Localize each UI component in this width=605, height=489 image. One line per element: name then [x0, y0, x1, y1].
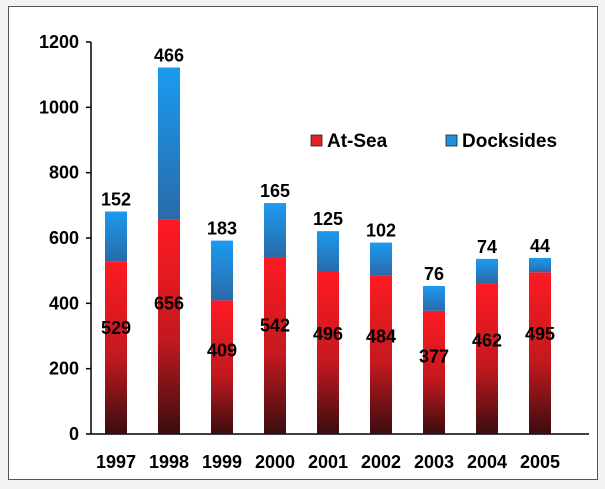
x-tick-label: 1998	[149, 452, 189, 472]
bar-docksides-2003	[423, 286, 445, 311]
bar-docksides-1997	[105, 211, 127, 262]
data-label-at-sea: 377	[419, 347, 449, 367]
data-label-docksides: 183	[207, 219, 237, 239]
legend-label-at-sea: At-Sea	[327, 131, 388, 152]
data-label-at-sea: 542	[260, 315, 290, 335]
legend-label-docksides: Docksides	[462, 131, 557, 152]
data-label-at-sea: 484	[366, 326, 396, 346]
bar-docksides-2001	[317, 231, 339, 272]
data-label-docksides: 76	[424, 264, 444, 284]
data-labels: 529 152 656 466 409 183 542 165 496 125 484 102 377 7…	[101, 45, 555, 366]
x-tick-label: 2003	[414, 452, 454, 472]
legend-swatch-at-sea	[310, 134, 323, 147]
bar-at-sea-2000	[264, 256, 286, 434]
data-label-at-sea: 529	[101, 318, 131, 338]
data-label-docksides: 152	[101, 190, 131, 210]
y-tick-label: 800	[49, 163, 79, 183]
chart-frame: 0 200 400 600 800 1000 1200 1997 1998 1999 2000 20…	[8, 6, 598, 480]
bar-docksides-2004	[476, 258, 498, 284]
x-axis: 1997 1998 1999 2000 2001 2002 2003 2004 2005	[91, 433, 589, 472]
bar-at-sea-1998	[158, 219, 180, 434]
bar-docksides-2005	[529, 257, 551, 273]
bar-docksides-1998	[158, 67, 180, 220]
x-tick-label: 2001	[308, 452, 348, 472]
y-tick-label: 1000	[39, 97, 79, 117]
data-label-docksides: 44	[530, 236, 550, 256]
data-label-at-sea: 495	[525, 324, 555, 344]
y-tick-label: 0	[69, 424, 79, 444]
data-label-docksides: 74	[477, 237, 497, 257]
bar-at-sea-2003	[423, 310, 445, 434]
bar-at-sea-2001	[317, 271, 339, 434]
data-label-at-sea: 656	[154, 294, 184, 314]
bar-at-sea-2004	[476, 283, 498, 434]
data-label-docksides: 165	[260, 181, 290, 201]
y-tick-label: 1200	[39, 32, 79, 52]
data-label-at-sea: 496	[313, 324, 343, 344]
bar-at-sea-2005	[529, 272, 551, 434]
y-tick-label: 200	[49, 359, 79, 379]
x-tick-label: 1997	[96, 452, 136, 472]
data-label-docksides: 466	[154, 45, 184, 65]
data-label-docksides: 102	[366, 221, 396, 241]
y-axis: 0 200 400 600 800 1000 1200	[39, 32, 92, 444]
stacked-bar-chart: 0 200 400 600 800 1000 1200 1997 1998 1999 2000 20…	[39, 32, 589, 472]
x-tick-label: 2002	[361, 452, 401, 472]
data-label-docksides: 125	[313, 209, 343, 229]
legend: At-Sea Docksides	[310, 131, 557, 152]
bar-docksides-2002	[370, 242, 392, 276]
y-tick-label: 600	[49, 228, 79, 248]
bar-at-sea-1997	[105, 261, 127, 434]
y-tick-label: 400	[49, 293, 79, 313]
x-tick-label: 2004	[467, 452, 507, 472]
x-tick-label: 1999	[202, 452, 242, 472]
bars	[105, 67, 551, 434]
bar-docksides-1999	[211, 240, 233, 301]
x-tick-label: 2005	[520, 452, 560, 472]
bar-docksides-2000	[264, 203, 286, 257]
x-tick-label: 2000	[255, 452, 295, 472]
bar-at-sea-1999	[211, 300, 233, 434]
data-label-at-sea: 462	[472, 330, 502, 350]
bar-at-sea-2002	[370, 275, 392, 434]
legend-swatch-docksides	[445, 134, 458, 147]
data-label-at-sea: 409	[207, 341, 237, 361]
